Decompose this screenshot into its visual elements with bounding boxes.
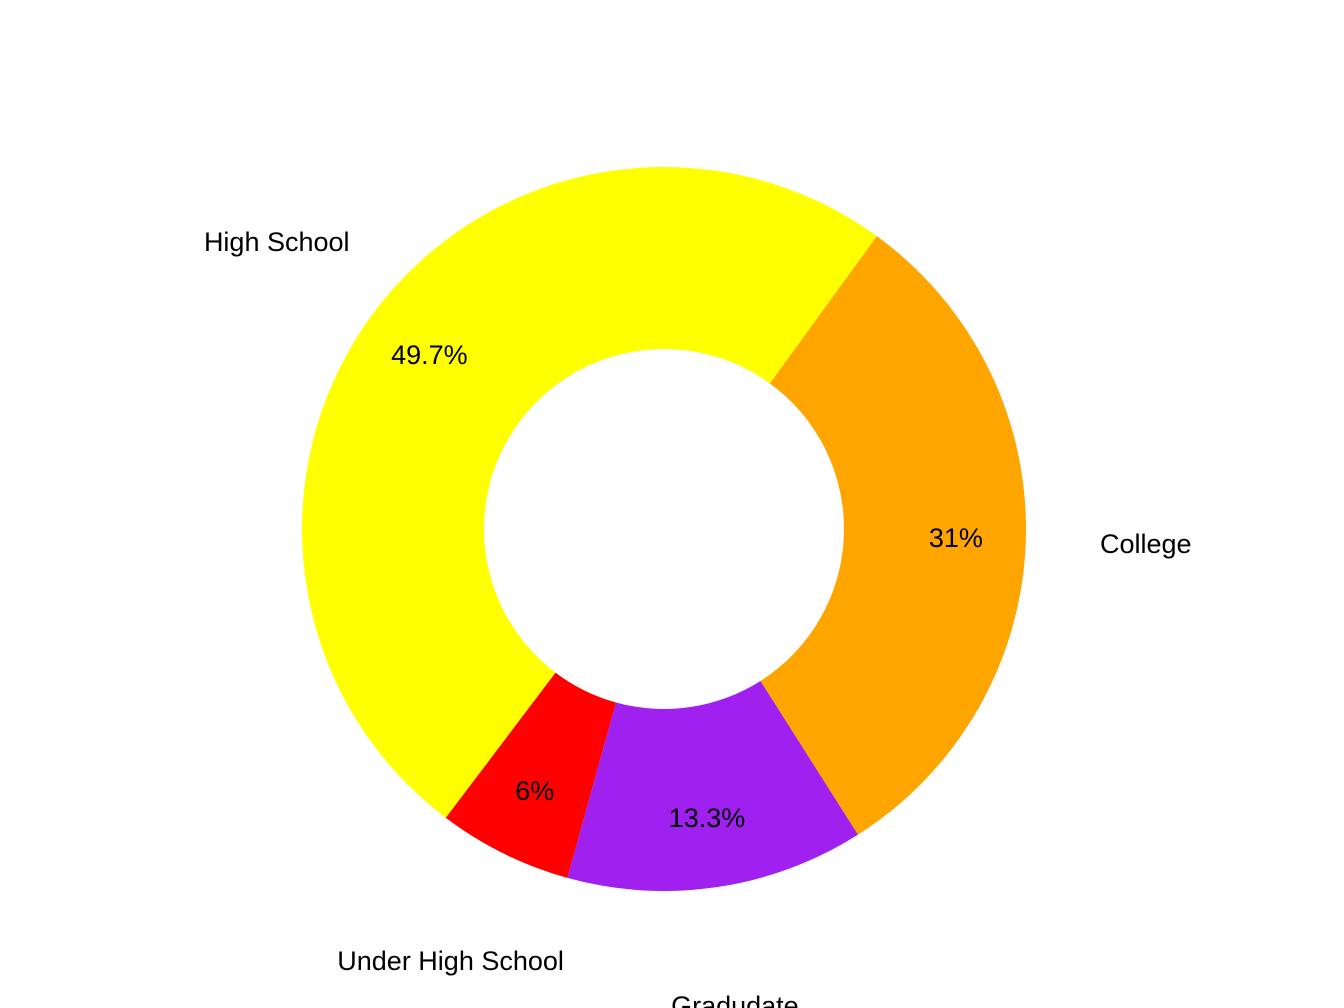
slice-under-high-school [445,672,616,878]
donut-slices [301,166,1026,892]
category-label-under-high-school: Under High School [337,946,564,976]
value-label-college: 31% [929,523,983,553]
slice-gradudate [567,680,858,892]
category-label-high-school: High School [204,227,350,257]
slice-category-labels: College Gradudate Under High School High Sc… [204,227,1192,1008]
value-label-high-school: 49.7% [391,340,468,370]
slice-college [760,236,1026,835]
value-label-gradudate: 13.3% [669,803,746,833]
slice-value-labels: 31% 13.3% 6% 49.7% [391,340,983,833]
category-label-college: College [1100,529,1192,559]
category-label-gradudate: Gradudate [671,991,799,1008]
value-label-under-high-school: 6% [515,776,554,806]
slice-high-school [301,166,877,818]
